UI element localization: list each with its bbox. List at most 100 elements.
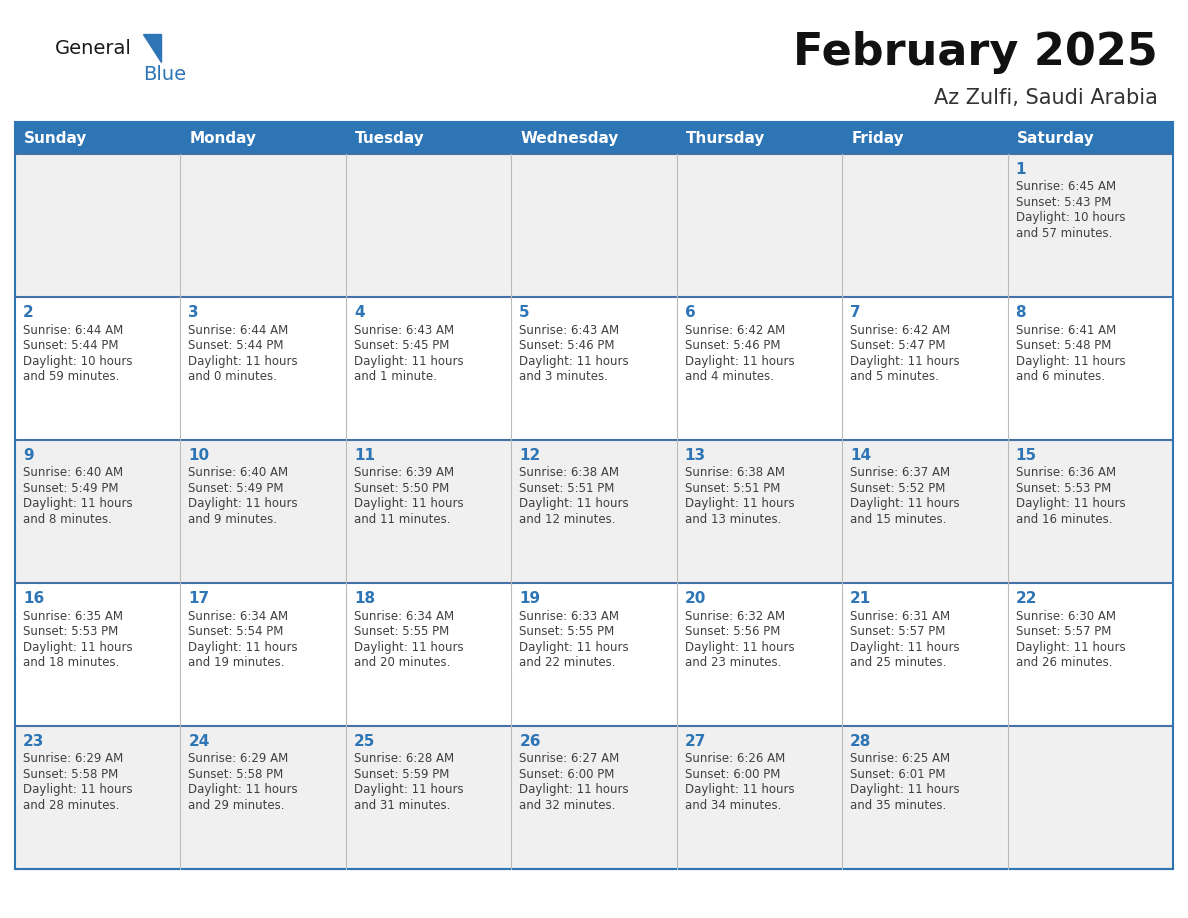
- Text: Daylight: 11 hours: Daylight: 11 hours: [851, 783, 960, 797]
- Text: Az Zulfi, Saudi Arabia: Az Zulfi, Saudi Arabia: [934, 88, 1158, 108]
- Text: and 13 minutes.: and 13 minutes.: [684, 513, 781, 526]
- Text: Sunset: 5:57 PM: Sunset: 5:57 PM: [1016, 625, 1111, 638]
- Text: Sunrise: 6:31 AM: Sunrise: 6:31 AM: [851, 610, 950, 622]
- Text: 4: 4: [354, 305, 365, 320]
- Text: Sunrise: 6:40 AM: Sunrise: 6:40 AM: [23, 466, 124, 479]
- Text: Daylight: 11 hours: Daylight: 11 hours: [519, 641, 628, 654]
- Text: Sunset: 5:57 PM: Sunset: 5:57 PM: [851, 625, 946, 638]
- Text: Wednesday: Wednesday: [520, 130, 619, 145]
- Text: Sunrise: 6:34 AM: Sunrise: 6:34 AM: [354, 610, 454, 622]
- Text: and 29 minutes.: and 29 minutes.: [189, 799, 285, 812]
- Text: 1: 1: [1016, 162, 1026, 177]
- Text: Daylight: 11 hours: Daylight: 11 hours: [519, 354, 628, 367]
- Text: Sunset: 5:47 PM: Sunset: 5:47 PM: [851, 339, 946, 352]
- Text: and 26 minutes.: and 26 minutes.: [1016, 656, 1112, 669]
- Text: Daylight: 11 hours: Daylight: 11 hours: [23, 783, 133, 797]
- Text: Sunset: 5:58 PM: Sunset: 5:58 PM: [189, 768, 284, 781]
- Text: 3: 3: [189, 305, 200, 320]
- Text: Sunrise: 6:44 AM: Sunrise: 6:44 AM: [189, 323, 289, 337]
- Text: Sunset: 5:48 PM: Sunset: 5:48 PM: [1016, 339, 1111, 352]
- Text: Sunrise: 6:29 AM: Sunrise: 6:29 AM: [189, 753, 289, 766]
- Text: 27: 27: [684, 734, 706, 749]
- Text: and 20 minutes.: and 20 minutes.: [354, 656, 450, 669]
- Text: and 35 minutes.: and 35 minutes.: [851, 799, 947, 812]
- Text: Daylight: 11 hours: Daylight: 11 hours: [519, 783, 628, 797]
- Text: Daylight: 11 hours: Daylight: 11 hours: [23, 641, 133, 654]
- Text: General: General: [55, 39, 132, 58]
- Text: Daylight: 11 hours: Daylight: 11 hours: [684, 354, 795, 367]
- Text: Sunset: 5:44 PM: Sunset: 5:44 PM: [23, 339, 119, 352]
- Text: Tuesday: Tuesday: [355, 130, 424, 145]
- Bar: [15, 154, 1173, 297]
- Text: 23: 23: [23, 734, 44, 749]
- Polygon shape: [143, 34, 162, 62]
- Text: 10: 10: [189, 448, 209, 463]
- Text: and 22 minutes.: and 22 minutes.: [519, 656, 615, 669]
- Text: and 9 minutes.: and 9 minutes.: [189, 513, 278, 526]
- Text: Sunrise: 6:38 AM: Sunrise: 6:38 AM: [684, 466, 785, 479]
- Text: Daylight: 11 hours: Daylight: 11 hours: [23, 498, 133, 510]
- Text: Sunrise: 6:36 AM: Sunrise: 6:36 AM: [1016, 466, 1116, 479]
- Text: Sunset: 6:00 PM: Sunset: 6:00 PM: [519, 768, 614, 781]
- Text: 14: 14: [851, 448, 871, 463]
- Text: and 12 minutes.: and 12 minutes.: [519, 513, 615, 526]
- Text: Daylight: 10 hours: Daylight: 10 hours: [1016, 211, 1125, 225]
- Text: and 25 minutes.: and 25 minutes.: [851, 656, 947, 669]
- Text: Daylight: 11 hours: Daylight: 11 hours: [189, 641, 298, 654]
- Text: and 31 minutes.: and 31 minutes.: [354, 799, 450, 812]
- Text: Sunrise: 6:41 AM: Sunrise: 6:41 AM: [1016, 323, 1116, 337]
- Bar: [15, 440, 1173, 583]
- Text: Sunrise: 6:42 AM: Sunrise: 6:42 AM: [851, 323, 950, 337]
- Text: Sunset: 5:55 PM: Sunset: 5:55 PM: [519, 625, 614, 638]
- Text: and 15 minutes.: and 15 minutes.: [851, 513, 947, 526]
- Text: and 0 minutes.: and 0 minutes.: [189, 370, 277, 383]
- Text: Sunset: 5:50 PM: Sunset: 5:50 PM: [354, 482, 449, 495]
- Text: Daylight: 11 hours: Daylight: 11 hours: [1016, 354, 1125, 367]
- Bar: [15, 122, 1173, 154]
- Text: and 6 minutes.: and 6 minutes.: [1016, 370, 1105, 383]
- Text: and 11 minutes.: and 11 minutes.: [354, 513, 450, 526]
- Text: 19: 19: [519, 591, 541, 606]
- Text: Sunrise: 6:34 AM: Sunrise: 6:34 AM: [189, 610, 289, 622]
- Text: Sunset: 5:46 PM: Sunset: 5:46 PM: [519, 339, 614, 352]
- Text: 13: 13: [684, 448, 706, 463]
- Text: and 19 minutes.: and 19 minutes.: [189, 656, 285, 669]
- Bar: [15, 297, 1173, 440]
- Text: 28: 28: [851, 734, 872, 749]
- Text: Daylight: 11 hours: Daylight: 11 hours: [354, 783, 463, 797]
- Text: and 16 minutes.: and 16 minutes.: [1016, 513, 1112, 526]
- Text: Daylight: 11 hours: Daylight: 11 hours: [189, 498, 298, 510]
- Text: 9: 9: [23, 448, 33, 463]
- Text: 18: 18: [354, 591, 375, 606]
- Text: 25: 25: [354, 734, 375, 749]
- Text: 26: 26: [519, 734, 541, 749]
- Text: Sunrise: 6:40 AM: Sunrise: 6:40 AM: [189, 466, 289, 479]
- Text: and 59 minutes.: and 59 minutes.: [23, 370, 119, 383]
- Text: Blue: Blue: [143, 64, 187, 84]
- Text: Sunset: 5:59 PM: Sunset: 5:59 PM: [354, 768, 449, 781]
- Text: Daylight: 11 hours: Daylight: 11 hours: [354, 354, 463, 367]
- Text: 17: 17: [189, 591, 209, 606]
- Text: Daylight: 11 hours: Daylight: 11 hours: [851, 641, 960, 654]
- Text: Sunrise: 6:35 AM: Sunrise: 6:35 AM: [23, 610, 124, 622]
- Text: and 23 minutes.: and 23 minutes.: [684, 656, 781, 669]
- Text: Sunset: 5:44 PM: Sunset: 5:44 PM: [189, 339, 284, 352]
- Text: Daylight: 11 hours: Daylight: 11 hours: [684, 498, 795, 510]
- Text: and 5 minutes.: and 5 minutes.: [851, 370, 939, 383]
- Text: Sunset: 6:00 PM: Sunset: 6:00 PM: [684, 768, 781, 781]
- Text: Sunrise: 6:45 AM: Sunrise: 6:45 AM: [1016, 181, 1116, 194]
- Text: Sunrise: 6:38 AM: Sunrise: 6:38 AM: [519, 466, 619, 479]
- Text: 20: 20: [684, 591, 706, 606]
- Text: Daylight: 11 hours: Daylight: 11 hours: [354, 498, 463, 510]
- Text: Daylight: 11 hours: Daylight: 11 hours: [354, 641, 463, 654]
- Text: Sunrise: 6:43 AM: Sunrise: 6:43 AM: [519, 323, 619, 337]
- Text: Daylight: 10 hours: Daylight: 10 hours: [23, 354, 133, 367]
- Text: Daylight: 11 hours: Daylight: 11 hours: [851, 498, 960, 510]
- Text: Sunrise: 6:26 AM: Sunrise: 6:26 AM: [684, 753, 785, 766]
- Text: 15: 15: [1016, 448, 1037, 463]
- Text: 8: 8: [1016, 305, 1026, 320]
- Text: Daylight: 11 hours: Daylight: 11 hours: [684, 641, 795, 654]
- Bar: [15, 122, 1173, 869]
- Text: Sunrise: 6:33 AM: Sunrise: 6:33 AM: [519, 610, 619, 622]
- Text: Sunday: Sunday: [24, 130, 88, 145]
